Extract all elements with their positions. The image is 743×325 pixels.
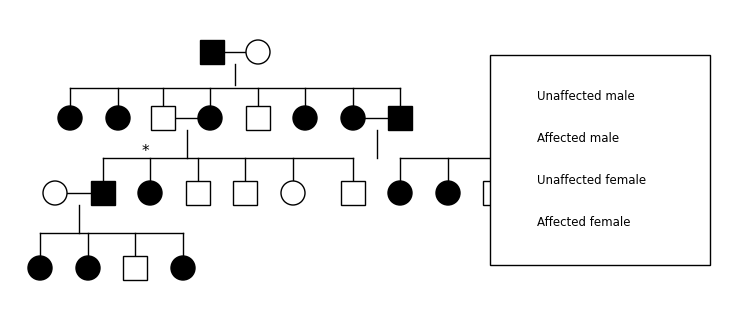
Bar <box>186 181 210 205</box>
Circle shape <box>293 106 317 130</box>
Circle shape <box>246 40 270 64</box>
Circle shape <box>388 181 412 205</box>
Circle shape <box>76 256 100 280</box>
Bar <box>388 106 412 130</box>
Bar <box>123 256 147 280</box>
Circle shape <box>106 106 130 130</box>
Bar <box>91 181 115 205</box>
Circle shape <box>43 181 67 205</box>
Bar <box>151 106 175 130</box>
Circle shape <box>511 214 529 232</box>
Circle shape <box>436 181 460 205</box>
Circle shape <box>28 256 52 280</box>
Bar <box>341 181 365 205</box>
Bar <box>490 55 710 265</box>
Bar <box>200 40 224 64</box>
Circle shape <box>171 256 195 280</box>
Bar <box>483 181 507 205</box>
Bar <box>511 130 529 148</box>
Circle shape <box>511 172 529 190</box>
Text: Affected male: Affected male <box>537 133 619 146</box>
Bar <box>233 181 257 205</box>
Bar <box>246 106 270 130</box>
Bar <box>511 88 529 106</box>
Circle shape <box>138 181 162 205</box>
Circle shape <box>281 181 305 205</box>
Text: Unaffected male: Unaffected male <box>537 90 635 103</box>
Circle shape <box>58 106 82 130</box>
Text: Unaffected female: Unaffected female <box>537 175 646 188</box>
Circle shape <box>198 106 222 130</box>
Circle shape <box>341 106 365 130</box>
Text: Affected female: Affected female <box>537 216 631 229</box>
Text: *: * <box>141 144 149 159</box>
